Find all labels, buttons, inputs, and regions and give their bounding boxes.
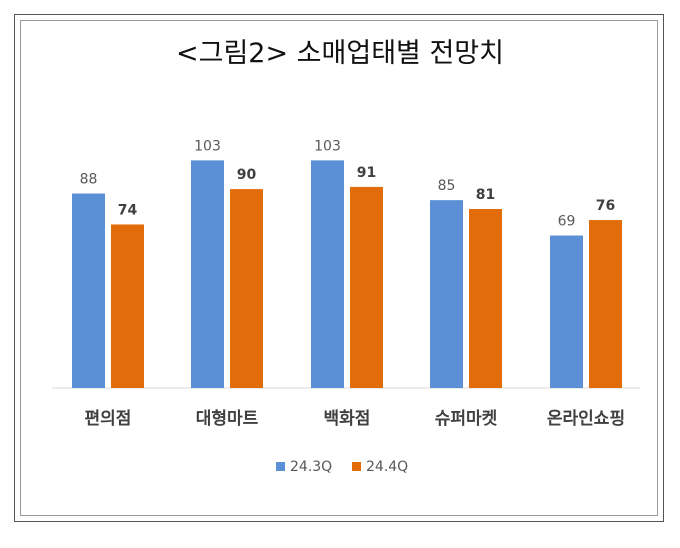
data-label-3q-4: 69 — [558, 214, 576, 230]
data-label-4q-2: 91 — [357, 165, 376, 181]
bar-4q-4 — [589, 220, 622, 388]
data-label-3q-3: 85 — [438, 178, 456, 194]
data-label-4q-4: 76 — [596, 198, 615, 214]
category-label-3: 슈퍼마켓 — [435, 409, 498, 429]
bar-3q-1 — [191, 160, 224, 388]
data-label-3q-2: 103 — [314, 138, 341, 154]
chart-title: <그림2> 소매업태별 전망치 — [176, 38, 504, 69]
data-label-4q-0: 74 — [118, 202, 138, 218]
bars-group — [72, 160, 622, 388]
data-label-4q-1: 90 — [237, 167, 257, 183]
category-label-2: 백화점 — [324, 409, 371, 429]
bar-4q-2 — [350, 186, 383, 388]
data-label-3q-0: 88 — [80, 172, 98, 188]
data-label-3q-1: 103 — [194, 138, 221, 154]
legend-swatch-4q — [352, 462, 361, 471]
bar-3q-0 — [72, 193, 105, 388]
bar-3q-4 — [550, 235, 583, 388]
legend-label-3q: 24.3Q — [290, 459, 332, 475]
legend-label-4q: 24.4Q — [366, 459, 408, 475]
legend: 24.3Q 24.4Q — [276, 459, 408, 475]
category-label-4: 온라인쇼핑 — [547, 409, 625, 429]
bar-4q-0 — [111, 224, 144, 388]
outer-border — [14, 14, 664, 522]
category-label-1: 대형마트 — [196, 408, 259, 429]
labels-group: 88 74 편의점 103 90 대형마트 103 91 백화점 85 81 슈퍼마켓 69 76 온라인쇼… — [80, 138, 626, 429]
inner-border — [20, 20, 658, 516]
legend-swatch-3q — [276, 462, 285, 471]
bar-4q-3 — [469, 208, 502, 388]
bar-3q-3 — [430, 200, 463, 388]
bar-4q-1 — [230, 189, 263, 388]
category-label-0: 편의점 — [85, 409, 132, 429]
bar-3q-2 — [311, 160, 344, 388]
data-label-4q-3: 81 — [476, 187, 495, 203]
